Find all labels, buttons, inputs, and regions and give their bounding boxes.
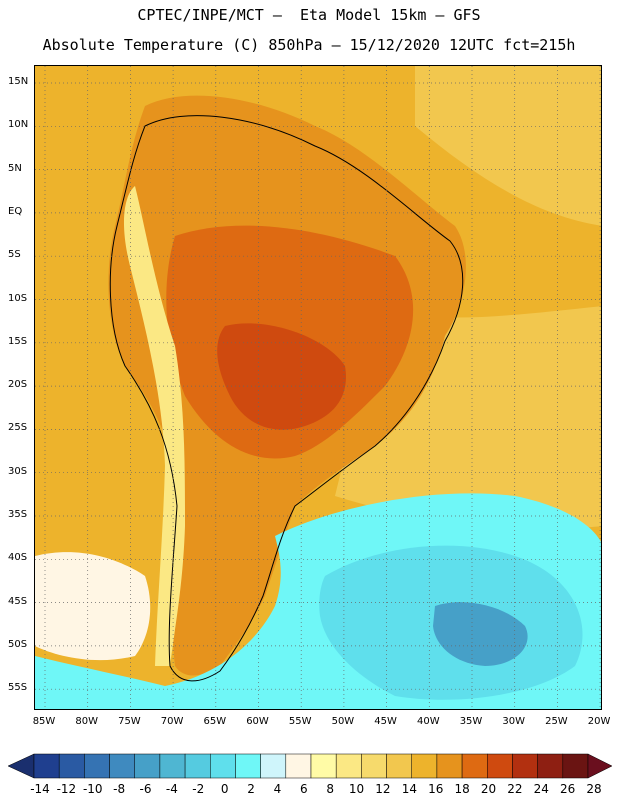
colorbar-swatch [386,753,412,779]
temperature-field [35,66,601,709]
longitude-label: 65W [203,716,227,727]
latitude-label: 5S [8,249,21,261]
colorbar-swatch [159,753,186,779]
colorbar-swatch [33,753,60,779]
colorbar-tick-label: -4 [165,782,178,796]
longitude-label: 80W [75,716,98,727]
temperature-map [34,65,602,710]
longitude-label: 70W [160,716,184,727]
latitude-label: 30S [8,465,28,477]
latitude-label: 55S [8,682,28,694]
colorbar-swatch [562,753,589,779]
longitude-label: 75W [118,716,141,727]
colorbar-tick-label: 2 [247,782,255,796]
latitude-label: 5N [8,162,22,174]
colorbar-max-arrow [587,753,613,779]
colorbar-swatch [361,753,387,779]
colorbar-swatch [310,753,337,779]
longitude-label: 45W [374,716,397,727]
colorbar-swatch [537,753,564,779]
colorbar-tick-label: 22 [507,782,523,796]
latitude-label: 20S [8,379,28,391]
colorbar-tick-label: 24 [533,782,549,796]
latitude-label: 10S [8,292,28,304]
colorbar-tick-label: 12 [375,782,391,796]
map-subtitle: Absolute Temperature (C) 850hPa – 15/12/… [42,36,576,54]
longitude-label: 55W [288,716,312,727]
colorbar-tick-label: -12 [56,782,77,796]
colorbar-tick-label: -2 [192,782,205,796]
colorbar-swatch [285,753,312,779]
colorbar-swatch [512,753,538,779]
colorbar-swatch [109,753,135,779]
latitude-label: EQ [8,205,23,217]
longitude-label: 50W [331,716,355,727]
colorbar-tick-label: -10 [82,782,103,796]
longitude-label: 85W [32,716,56,727]
colorbar-swatch [461,753,488,779]
colorbar-swatch [210,753,236,779]
colorbar-tick-label: 8 [326,782,334,796]
colorbar-swatch [260,753,287,779]
latitude-label: 40S [8,552,28,564]
colorbar-tick-label: 0 [220,782,229,796]
colorbar-tick-label: 26 [559,782,576,796]
longitude-label: 60W [246,716,269,727]
colorbar-tick-label: 6 [299,782,308,796]
latitude-label: 10N [8,119,29,131]
colorbar-tick-label: 28 [586,782,602,796]
colorbar-tick-label: 20 [480,782,497,796]
colorbar-swatch [84,753,110,779]
colorbar-tick-label: -6 [139,782,152,796]
colorbar-tick-label: 14 [401,782,417,796]
colorbar-tick-label: -8 [113,782,126,796]
colorbar-swatch [411,753,438,779]
longitude-label: 30W [502,716,525,727]
latitude-label: 50S [8,638,28,650]
longitude-label: 40W [416,716,440,727]
colorbar-tick-label: 10 [348,782,365,796]
colorbar-swatch [134,753,161,779]
colorbar-swatch [235,753,261,779]
colorbar-swatch [184,753,211,779]
longitude-label: 35W [459,716,483,727]
colorbar-tick-label: 18 [454,782,470,796]
latitude-label: 25S [8,422,28,434]
colorbar-swatch [487,753,513,779]
colorbar-tick-label: -14 [30,782,50,796]
latitude-label: 35S [8,509,28,520]
latitude-label: 15S [8,335,28,347]
colorbar-min-arrow [7,753,35,779]
colorbar-swatch [335,753,362,779]
map-title: CPTEC/INPE/MCT – Eta Model 15km – GFS [137,6,481,24]
colorbar-tick-label: 4 [273,782,282,796]
longitude-label: 20W [587,716,611,727]
colorbar-swatch [58,753,85,779]
color-scale-bar [7,753,613,779]
latitude-label: 15N [8,76,29,87]
colorbar-swatch [436,753,463,779]
colorbar-tick-label: 16 [428,782,444,796]
latitude-label: 45S [8,595,28,607]
longitude-label: 25W [545,716,568,727]
